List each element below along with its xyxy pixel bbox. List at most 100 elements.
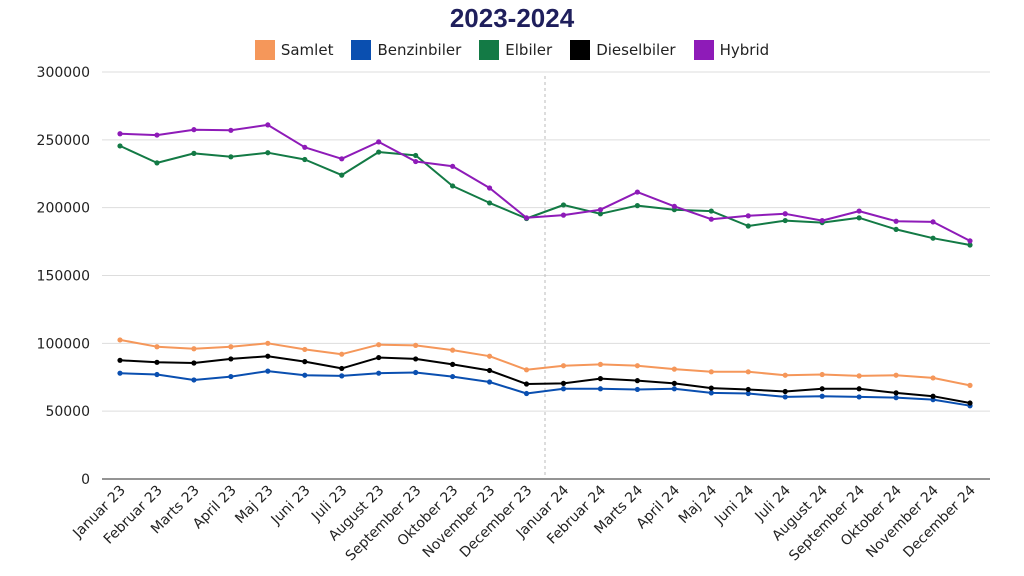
- data-point: [893, 390, 899, 396]
- data-point: [376, 342, 382, 348]
- data-point: [191, 127, 197, 133]
- data-point: [893, 372, 899, 378]
- data-point: [413, 342, 419, 348]
- data-point: [486, 353, 493, 359]
- data-point: [191, 150, 197, 156]
- data-point: [745, 390, 751, 397]
- data-point: [671, 386, 677, 392]
- data-point: [191, 377, 197, 383]
- x-tick-label: Maj 23: [232, 483, 276, 527]
- data-point: [597, 211, 604, 217]
- data-point: [302, 359, 308, 365]
- legend-item[interactable]: Hybrid: [693, 40, 770, 60]
- data-point: [856, 373, 862, 379]
- data-point: [634, 189, 640, 195]
- data-point: [856, 208, 862, 214]
- series-line: [119, 123, 971, 242]
- data-point: [228, 356, 234, 362]
- data-point: [117, 357, 123, 363]
- data-point: [708, 208, 714, 214]
- data-point: [634, 378, 640, 384]
- data-point: [708, 216, 714, 222]
- data-point: [708, 390, 714, 396]
- data-point: [154, 344, 160, 350]
- legend-label: Hybrid: [719, 41, 770, 59]
- legend-swatch: [254, 40, 275, 60]
- data-point: [856, 394, 862, 400]
- data-point: [560, 212, 567, 218]
- data-point: [560, 202, 567, 208]
- series-line: [119, 144, 971, 246]
- data-point: [376, 139, 382, 145]
- data-point: [560, 380, 567, 386]
- data-point: [228, 344, 234, 350]
- legend-item[interactable]: Samlet: [254, 40, 334, 60]
- data-point: [450, 361, 456, 367]
- data-point: [671, 366, 677, 372]
- data-point: [265, 368, 271, 374]
- data-point: [560, 363, 567, 369]
- legend-item[interactable]: Elbiler: [479, 40, 552, 60]
- legend-item[interactable]: Dieselbiler: [570, 40, 676, 60]
- legend-label: Samlet: [280, 41, 334, 59]
- data-point: [819, 217, 825, 224]
- x-tick-label: Juni 23: [268, 483, 314, 529]
- data-point: [523, 367, 530, 373]
- chart-title: 2023-2024: [449, 3, 575, 33]
- data-point: [523, 390, 530, 397]
- data-point: [893, 226, 899, 232]
- data-point: [265, 340, 271, 346]
- series-line: [119, 338, 971, 387]
- legend-label: Benzinbiler: [377, 41, 462, 59]
- y-tick-label: 300000: [37, 65, 90, 81]
- data-point: [782, 217, 788, 224]
- data-point: [302, 346, 308, 353]
- data-point: [782, 211, 788, 217]
- data-point: [708, 369, 714, 375]
- data-point: [782, 372, 788, 378]
- y-tick-label: 150000: [37, 269, 90, 285]
- data-point: [228, 154, 234, 160]
- data-point: [413, 369, 419, 376]
- data-point: [893, 395, 899, 401]
- data-point: [967, 238, 973, 244]
- data-point: [265, 353, 271, 359]
- data-point: [967, 382, 973, 388]
- y-tick-label: 200000: [37, 201, 90, 217]
- data-point: [967, 242, 973, 248]
- data-point: [856, 215, 862, 221]
- data-point: [154, 359, 160, 365]
- legend: Samlet Benzinbiler Elbiler Dieselbiler Hybri…: [0, 40, 1024, 60]
- data-point: [302, 144, 308, 150]
- x-tick-label: Maj 24: [676, 482, 720, 526]
- data-point: [819, 371, 825, 378]
- data-point: [745, 369, 751, 375]
- data-point: [930, 219, 936, 225]
- legend-swatch: [570, 40, 591, 60]
- data-point: [450, 373, 456, 380]
- data-point: [376, 370, 382, 376]
- data-point: [117, 143, 123, 149]
- data-point: [671, 203, 677, 209]
- data-point: [930, 235, 936, 241]
- legend-item[interactable]: Benzinbiler: [351, 40, 461, 60]
- data-point: [339, 365, 345, 372]
- data-point: [893, 218, 899, 224]
- data-point: [117, 370, 123, 376]
- data-point: [782, 394, 788, 400]
- data-point: [302, 156, 308, 163]
- data-point: [819, 393, 825, 399]
- data-point: [154, 132, 160, 138]
- data-point: [486, 367, 493, 374]
- data-point: [486, 379, 493, 385]
- data-point: [265, 150, 271, 156]
- x-tick-label: Juni 24: [711, 482, 757, 528]
- data-point: [597, 386, 604, 392]
- legend-swatch: [479, 40, 500, 60]
- data-point: [671, 380, 677, 386]
- data-point: [930, 393, 936, 399]
- data-point: [302, 372, 308, 378]
- data-point: [930, 375, 936, 381]
- data-point: [597, 376, 604, 382]
